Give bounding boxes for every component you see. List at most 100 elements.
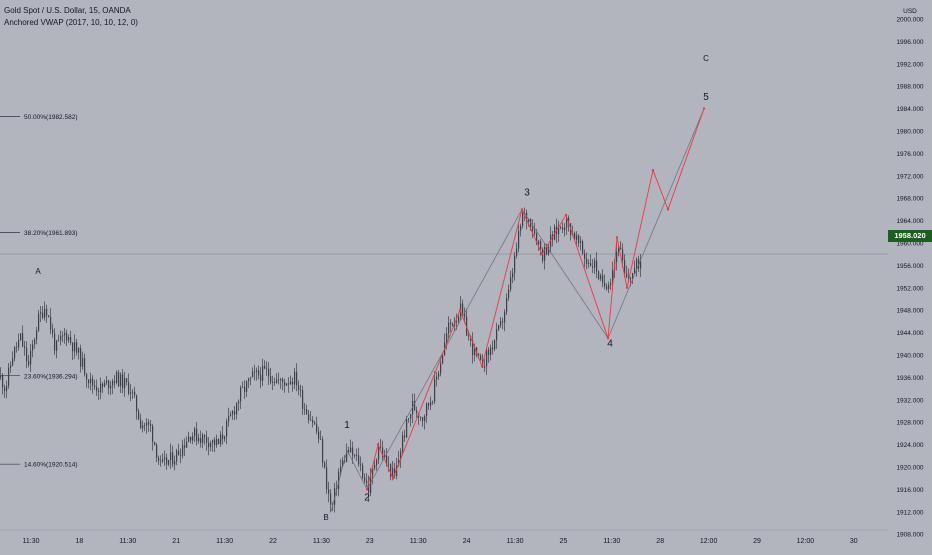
wave-label: 3 [524,187,530,198]
candle-body [28,361,30,365]
price-axis[interactable] [888,0,932,550]
wave-label: 5 [703,92,709,103]
candle-body [494,340,496,350]
candle-body [158,458,160,461]
candle-body [276,379,278,383]
candle-body [334,488,336,505]
candle-body [432,401,434,403]
candle-body [488,349,490,356]
candle-body [304,408,306,410]
candle-body [452,324,454,326]
candle-body [246,381,248,392]
candle-body [254,371,256,373]
time-axis-tick: 12:00 [797,538,815,545]
currency-label: USD [903,8,917,15]
candle-body [390,463,392,477]
candle-body [138,411,140,420]
candle-body [82,358,84,367]
candle-body [150,424,152,427]
price-axis-tick: 2000.000 [896,17,923,24]
candle-body [302,390,304,409]
projection-point [615,236,619,239]
candle-body [250,377,252,379]
projection-point [520,208,524,211]
elliott-projection-line[interactable] [366,108,705,490]
candle-body [616,251,618,262]
candle-body [140,419,142,428]
time-axis-tick: 11:30 [410,538,427,545]
projection-point [702,107,706,110]
candle-body [108,380,110,389]
candle-body [462,303,464,314]
candle-body [260,375,262,381]
wave-label: A [35,267,41,276]
indicator-legend[interactable]: Anchored VWAP (2017, 10, 10, 12, 0) [4,18,138,27]
candle-body [154,441,156,445]
candle-body [606,286,608,290]
candle-body [490,347,492,356]
candle-body [496,329,498,341]
candle-body [128,382,130,394]
price-axis-tick: 1956.000 [896,263,923,270]
candle-body [96,386,98,392]
wave-guide-line [330,450,348,512]
candle-body [582,241,584,254]
candle-body [166,457,168,465]
candle-body [634,268,636,273]
projection-point [540,253,544,256]
candle-body [448,322,450,334]
candle-body [278,379,280,381]
candle-body [574,233,576,240]
candle-body [64,332,66,336]
candle-body [188,436,190,443]
candle-body [20,333,22,341]
fib-level-label: 38.20%(1961.893) [24,230,78,237]
price-axis-tick: 1932.000 [896,397,923,404]
candle-body [174,461,176,465]
candle-body [282,379,284,383]
candle-body [134,391,136,396]
candle-body [16,346,18,348]
candle-body [352,447,354,456]
candle-body [30,350,32,365]
candle-body [358,455,360,465]
candle-body [114,380,116,383]
candle-body [440,363,442,374]
candle-body [142,425,144,428]
candle-body [32,344,34,351]
candle-body [374,465,376,469]
candle-body [446,333,448,343]
candle-body [628,276,630,279]
candle-body [472,340,474,356]
candle-body [474,347,476,356]
time-axis-tick: 12:00 [700,538,718,545]
candle-body [172,452,174,465]
candle-body [258,370,260,376]
price-axis-tick: 1972.000 [896,173,923,180]
plot-area[interactable] [0,0,888,530]
wave-label: 2 [364,493,370,504]
candle-body [532,227,534,231]
candle-body [76,342,78,353]
time-axis-tick: 21 [172,538,180,545]
price-axis-tick: 1940.000 [896,353,923,360]
candle-body [438,373,440,377]
candle-body [584,253,586,259]
candle-body [226,421,228,437]
candle-body [274,381,276,383]
time-axis[interactable] [0,530,888,550]
candle-body [196,428,198,442]
candle-body [218,438,220,445]
candle-body [380,446,382,448]
candle-body [450,322,452,325]
candle-body [18,340,20,348]
candle-body [320,438,322,440]
candle-body [366,480,368,484]
price-axis-tick: 1912.000 [896,509,923,516]
time-axis-tick: 25 [560,538,568,545]
candle-body [130,392,132,394]
candle-body [316,423,318,432]
candle-body [404,435,406,438]
time-axis-tick: 22 [269,538,277,545]
